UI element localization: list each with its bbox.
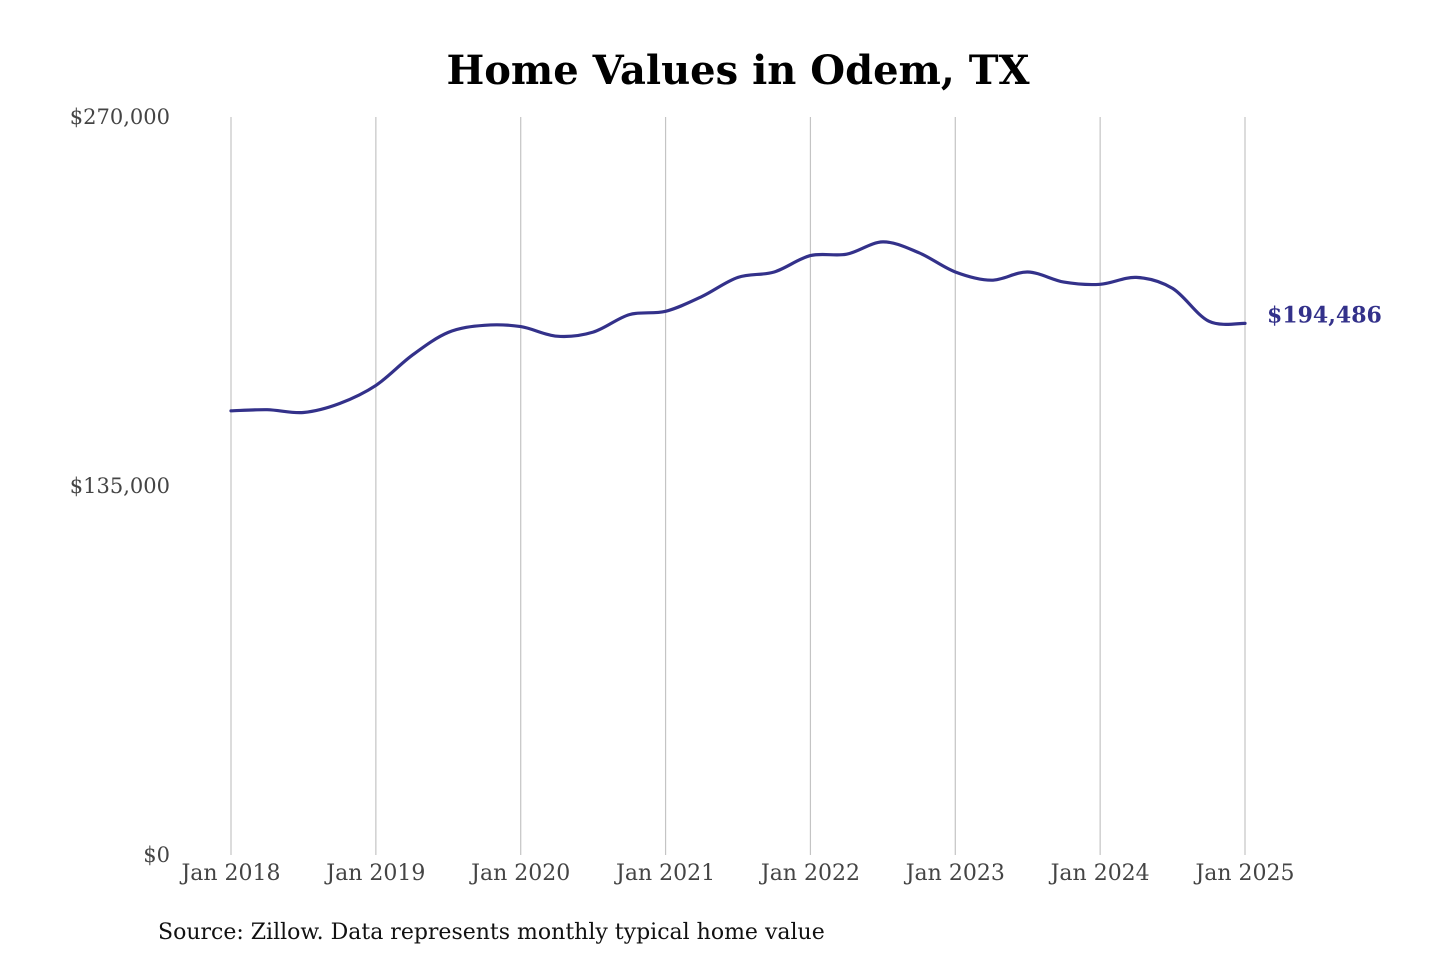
y-axis-ticks: $270,000 $135,000 $0 [70, 105, 170, 867]
series-line [229, 240, 1247, 415]
chart-title: Home Values in Odem, TX [446, 47, 1029, 94]
end-value-label: $194,486 [1267, 302, 1382, 328]
series-layer: $194,486 [229, 240, 1382, 415]
y-tick-label: $135,000 [70, 474, 170, 498]
x-tick-label: Jan 2021 [614, 861, 715, 886]
x-tick-label: Jan 2020 [469, 861, 570, 886]
x-tick-label: Jan 2019 [324, 861, 425, 886]
source-note: Source: Zillow. Data represents monthly … [158, 920, 825, 945]
x-tick-label: Jan 2024 [1049, 861, 1150, 886]
x-axis-ticks: Jan 2018 Jan 2019 Jan 2020 Jan 2021 Jan 2022… [179, 861, 1294, 886]
x-tick-label: Jan 2023 [904, 861, 1005, 886]
x-tick-label: Jan 2022 [759, 861, 860, 886]
x-tick-label: Jan 2025 [1193, 861, 1294, 886]
x-tick-label: Jan 2018 [179, 861, 280, 886]
y-tick-label: $270,000 [70, 105, 170, 129]
gridlines [230, 117, 1246, 855]
y-tick-label: $0 [143, 843, 170, 867]
